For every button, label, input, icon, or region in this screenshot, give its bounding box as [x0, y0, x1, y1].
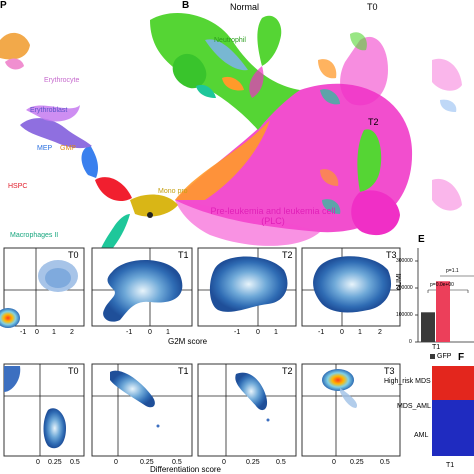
- d-bot-tick-a3: 0.5: [70, 459, 80, 466]
- label-hspc: HSPC: [8, 183, 28, 190]
- d-bot-tick-c1: 0: [222, 459, 226, 466]
- d-bot-tick-b2: 0.25: [140, 459, 154, 466]
- label-erythrocyte: Erythrocyte: [44, 77, 80, 84]
- panel-e-sig-1: p=1.1: [446, 268, 459, 274]
- d-bot-tick-d1: 0: [332, 459, 336, 466]
- label-plc-line2: (PLC): [261, 216, 285, 226]
- f-xlabel: T1: [446, 462, 455, 469]
- f-label-mds-aml: MDS_AML: [397, 403, 431, 410]
- d-bot-tick-a2: 0.25: [48, 459, 62, 466]
- panel-e-letter: E: [418, 234, 425, 245]
- d-top-xlabel: G2M score: [168, 337, 208, 346]
- panel-b-letter: B: [182, 0, 190, 11]
- panel-b-title-t0: T0: [367, 2, 378, 12]
- d-top-tick-p2-d: 0: [340, 329, 344, 336]
- label-mep: MEP: [37, 145, 53, 152]
- panel-a-umap: [0, 12, 413, 262]
- d-bot-tick-c3: 0.5: [276, 459, 286, 466]
- label-erythroblast: Erythroblast: [30, 107, 68, 114]
- panel-e-bars: [421, 281, 450, 342]
- label-plc: Pre-leukemia and leukemia cell (PLC): [198, 206, 348, 226]
- d-top-tick-p2-a: 0: [35, 329, 39, 336]
- d-top-tick-p2-c: 0: [256, 329, 260, 336]
- panel-e-sig-2: p=0.0e+00: [430, 282, 454, 288]
- d-bot-tick-b1: 0: [114, 459, 118, 466]
- panel-d-bottom-row: [3, 363, 401, 457]
- d-bot-tp-t3: T3: [384, 366, 395, 376]
- legend-label-gfp: GFP: [437, 353, 452, 360]
- d-top-tp-t2: T2: [282, 250, 293, 260]
- d-top-tick-p3-b: 1: [166, 329, 170, 336]
- d-top-tp-t1: T1: [178, 250, 189, 260]
- panel-f-letter: F: [458, 352, 465, 363]
- panel-a-letter: P: [0, 0, 7, 11]
- panel-f-heatmap: [432, 366, 474, 456]
- d-top-tick-p4-a: 2: [70, 329, 74, 336]
- panel-e-ytick-300k: 300000: [396, 258, 413, 264]
- panel-e-ytick-0: 0: [409, 339, 412, 345]
- d-top-tick-p1-c: -1: [234, 329, 241, 336]
- bar-series-0: [421, 312, 435, 342]
- f-label-aml: AML: [414, 432, 429, 439]
- label-mono-pro: Mono pro: [158, 188, 188, 195]
- panel-b-title-normal: Normal: [230, 2, 260, 12]
- d-bot-tp-t0: T0: [68, 366, 79, 376]
- d-bot-tick-c2: 0.25: [246, 459, 260, 466]
- label-neutrophil: Neutrophil: [214, 37, 246, 44]
- label-macrophages: Macrophages II: [10, 232, 59, 239]
- panel-b-title-t2: T2: [368, 117, 379, 127]
- label-gmp: GMP: [60, 145, 76, 152]
- d-bot-xlabel: Differentiation score: [150, 465, 221, 474]
- d-top-tick-p2-b: 0: [148, 329, 152, 336]
- legend-swatch-gfp: [430, 354, 435, 359]
- d-top-tp-t0: T0: [68, 250, 79, 260]
- panel-e-ytick-100k: 100000: [396, 312, 413, 318]
- d-top-tick-p3-a: 1: [52, 329, 56, 336]
- d-top-tick-p4-d: 2: [378, 329, 382, 336]
- d-top-tp-t3: T3: [386, 250, 397, 260]
- d-top-tick-p1-a: -1: [20, 329, 27, 336]
- d-top-tick-p1-d: -1: [318, 329, 325, 336]
- d-top-tick-p3-d: 1: [358, 329, 362, 336]
- panel-e-xlabel: T1: [432, 344, 441, 351]
- panel-e-ytick-200k: 200000: [396, 285, 413, 291]
- d-bot-tp-t2: T2: [282, 366, 293, 376]
- panel-e-legend: GFP: [430, 353, 451, 360]
- panel-b-umaps: [196, 15, 462, 236]
- f-label-high-risk: High_risk MDS: [384, 378, 431, 385]
- d-bot-tick-d2: 0.25: [350, 459, 364, 466]
- d-bot-tick-d3: 0.5: [380, 459, 390, 466]
- d-bot-tp-t1: T1: [178, 366, 189, 376]
- bar-series-1: [436, 281, 450, 342]
- d-bot-tick-b3: 0.5: [172, 459, 182, 466]
- label-plc-line1: Pre-leukemia and leukemia cell: [210, 206, 336, 216]
- d-bot-tick-a1: 0: [36, 459, 40, 466]
- d-top-tick-p1-b: -1: [126, 329, 133, 336]
- panel-d-top-row: [0, 247, 401, 328]
- d-top-tick-p3-c: 1: [274, 329, 278, 336]
